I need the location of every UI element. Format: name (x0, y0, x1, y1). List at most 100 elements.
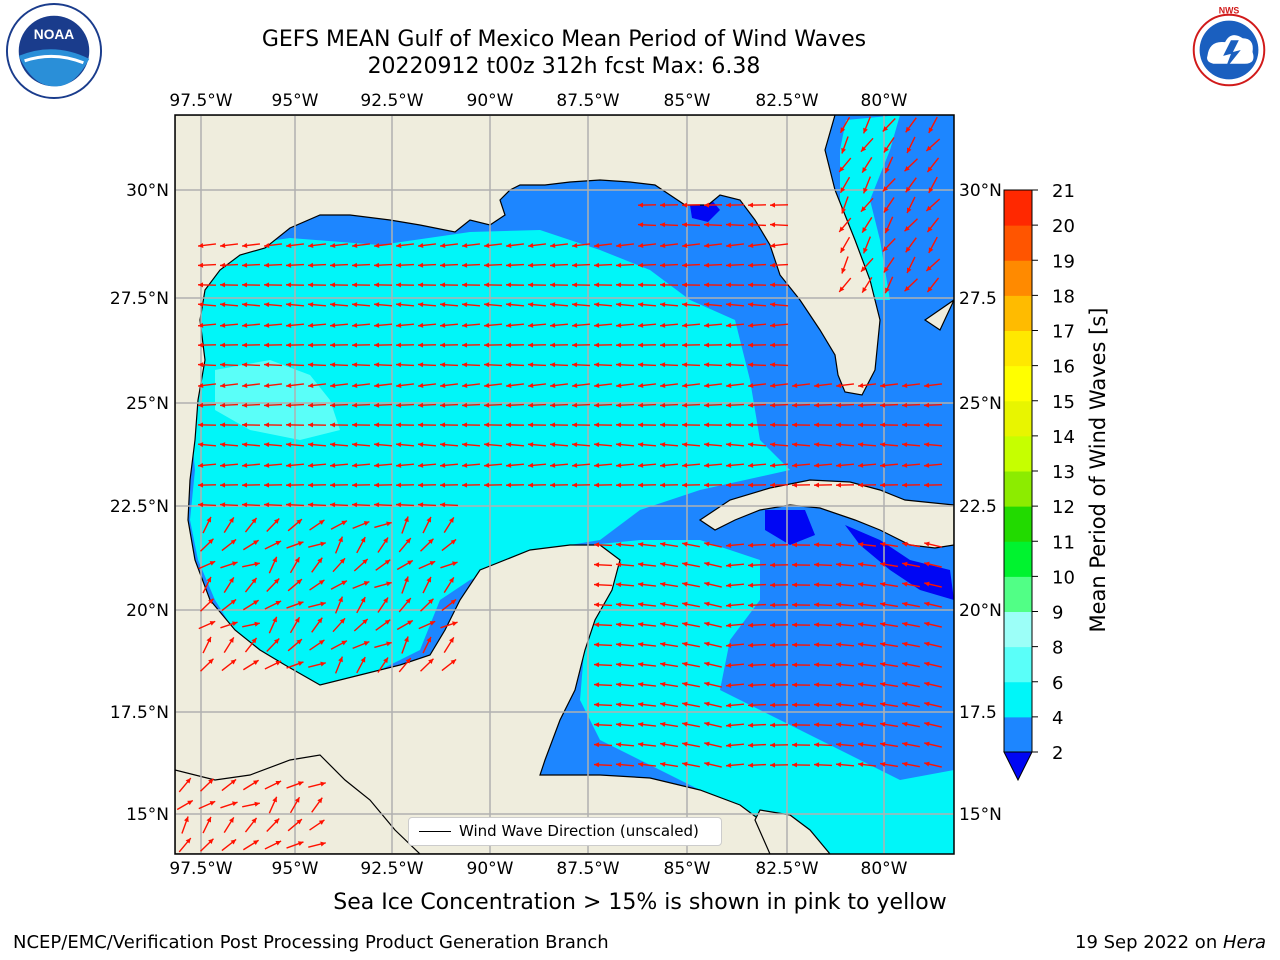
wave-direction-arrow (769, 402, 789, 408)
lon-tick-label: 95°W (272, 91, 319, 111)
wave-direction-arrow (637, 582, 657, 587)
wave-direction-arrow (264, 660, 282, 670)
wave-direction-arrow (681, 282, 701, 288)
wave-direction-arrow (923, 402, 943, 408)
wave-direction-arrow (704, 721, 722, 728)
wave-direction-arrow (241, 462, 261, 468)
wave-direction-arrow (527, 362, 547, 368)
wave-direction-arrow (704, 701, 722, 708)
wave-direction-arrow (904, 278, 918, 292)
wave-direction-arrow (505, 402, 525, 408)
wave-direction-arrow (420, 598, 434, 612)
lat-tick-label: 25°N (959, 394, 1002, 414)
wave-direction-arrow (660, 701, 678, 708)
wave-direction-arrow (593, 462, 613, 468)
wave-direction-arrow (703, 442, 723, 448)
wave-direction-arrow (197, 462, 217, 468)
wave-direction-arrow (813, 722, 833, 728)
lon-tick-label: 80°W (861, 859, 908, 879)
wave-direction-arrow (285, 402, 305, 408)
wave-direction-arrow (884, 216, 894, 234)
wave-direction-arrow (725, 262, 745, 268)
wave-direction-arrow (925, 258, 941, 272)
wave-direction-arrow (219, 282, 239, 288)
wave-direction-arrow (417, 322, 437, 328)
wave-direction-arrow (329, 302, 349, 308)
wave-direction-arrow (835, 662, 855, 668)
wave-direction-arrow (263, 383, 283, 388)
wave-direction-arrow (813, 402, 833, 408)
wave-direction-arrow (219, 402, 239, 408)
legend-label: Wind Wave Direction (unscaled) (459, 822, 699, 840)
colorbar-segment (1004, 260, 1032, 296)
wave-direction-arrow (747, 442, 767, 448)
wave-direction-arrow (682, 721, 700, 728)
wave-direction-arrow (263, 402, 283, 408)
wave-direction-arrow (637, 442, 657, 448)
wave-direction-arrow (417, 482, 437, 488)
wave-direction-arrow (593, 722, 613, 728)
wave-direction-arrow (483, 482, 503, 488)
colorbar-tick-label: 10 (1052, 567, 1075, 588)
wave-direction-arrow (309, 519, 325, 531)
wave-direction-arrow (571, 362, 591, 368)
chart-subtitle: 20220912 t00z 312h fcst Max: 6.38 (367, 54, 761, 79)
wave-direction-arrow (241, 302, 261, 308)
wave-direction-arrow (395, 282, 415, 288)
wave-direction-arrow (637, 342, 657, 348)
wave-direction-arrow (615, 702, 635, 708)
wave-direction-arrow (505, 362, 525, 368)
wave-direction-arrow (615, 462, 635, 468)
wave-direction-arrow (527, 262, 547, 268)
wave-direction-arrow (417, 422, 437, 428)
land (175, 115, 954, 854)
wave-direction-arrow (615, 282, 635, 288)
wave-direction-arrow (769, 602, 789, 608)
wave-direction-arrow (439, 442, 459, 448)
wave-direction-arrow (681, 422, 701, 428)
lon-tick-label: 82.5°W (755, 859, 818, 879)
wave-direction-arrow (309, 639, 325, 651)
wave-direction-arrow (857, 542, 877, 547)
wave-direction-arrow (725, 362, 745, 368)
wave-direction-arrow (483, 442, 503, 448)
wave-direction-arrow (791, 722, 811, 728)
wave-direction-arrow (637, 622, 657, 627)
wave-direction-arrow (571, 422, 591, 428)
wave-direction-arrow (307, 362, 327, 368)
wave-direction-arrow (439, 402, 459, 408)
wave-direction-arrow (704, 541, 722, 548)
wave-direction-arrow (395, 422, 415, 428)
wave-direction-arrow (637, 642, 657, 647)
wave-direction-arrow (857, 742, 877, 747)
colorbar-tick-label: 19 (1052, 251, 1075, 272)
wave-direction-arrow (682, 581, 700, 588)
wave-direction-arrow (549, 243, 569, 248)
wave-direction-arrow (395, 383, 415, 388)
wave-direction-arrow (307, 442, 327, 448)
wave-direction-arrow (197, 262, 217, 268)
lon-tick-label: 90°W (467, 91, 514, 111)
colorbar-tick-label: 2 (1052, 743, 1063, 764)
wave-direction-arrow (527, 402, 547, 408)
colorbar-segment (1004, 295, 1032, 331)
wave-direction-arrow (703, 342, 723, 348)
wave-direction-arrow (928, 236, 938, 254)
wave-direction-arrow (439, 302, 459, 308)
wave-direction-arrow (373, 362, 393, 368)
wave-direction-arrow (813, 562, 833, 568)
lat-tick-label: 20°N (126, 601, 169, 621)
wave-direction-arrow (483, 322, 503, 328)
wave-direction-arrow (549, 383, 569, 388)
wave-direction-arrow (704, 621, 722, 628)
wave-direction-arrow (483, 422, 503, 428)
wave-direction-arrow (725, 742, 745, 748)
wave-direction-arrow (334, 656, 344, 674)
wave-direction-arrow (263, 262, 283, 268)
wave-direction-arrow (791, 602, 811, 608)
footer-host: Hera (1222, 932, 1266, 953)
land-florida-east (923, 299, 954, 331)
wave-direction-arrow (439, 322, 459, 328)
wave-direction-arrow (593, 322, 613, 328)
wave-direction-arrow (307, 402, 327, 408)
